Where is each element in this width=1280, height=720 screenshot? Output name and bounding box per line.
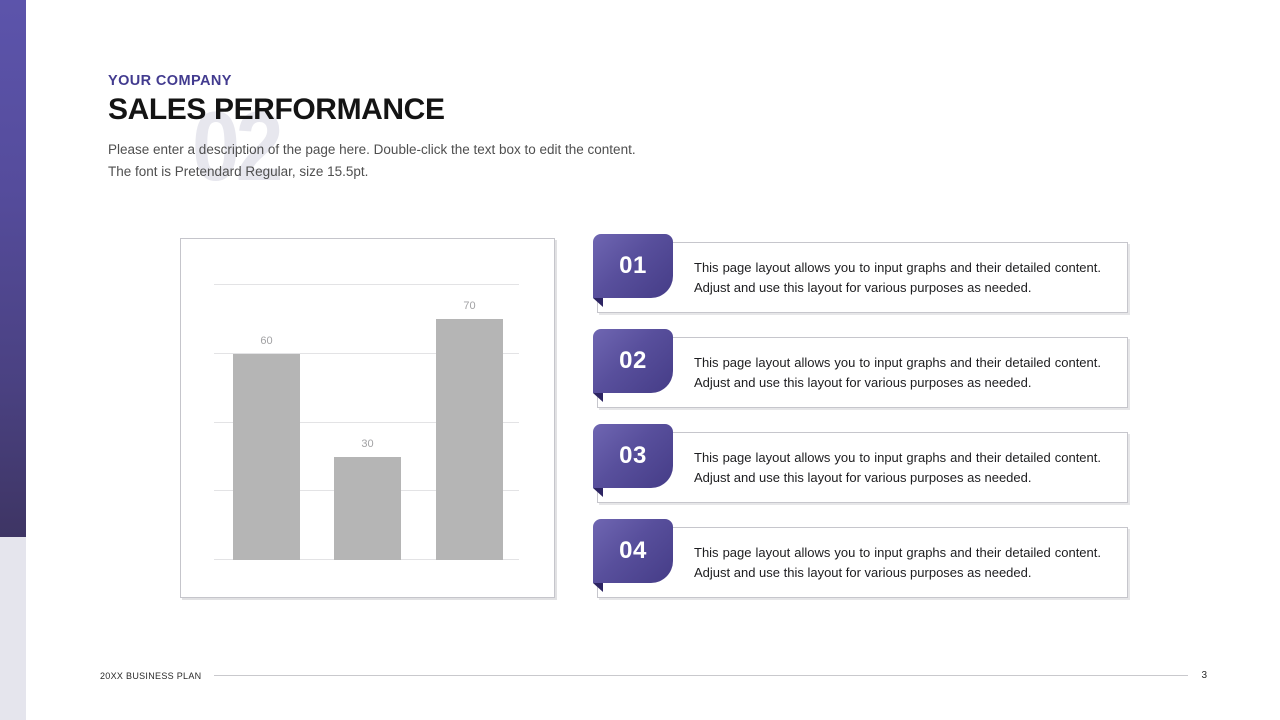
card-number-badge: 04 (593, 519, 673, 583)
section-number-watermark: 02 (192, 91, 284, 201)
bar-chart[interactable]: 60 30 70 (180, 238, 555, 598)
chart-gridline (214, 421, 519, 423)
chart-bar-value-label: 30 (361, 437, 374, 450)
chart-bar-value-label: 70 (463, 300, 476, 313)
card-number-badge: 01 (593, 234, 673, 298)
description-line-2: The font is Pretendard Regular, size 15.… (108, 163, 369, 179)
slide-description[interactable]: Please enter a description of the page h… (108, 139, 636, 182)
footer-label: 20XX BUSINESS PLAN (100, 670, 202, 681)
card-text[interactable]: This page layout allows you to input gra… (694, 260, 1101, 295)
company-label[interactable]: YOUR COMPANY (108, 73, 232, 89)
slide-header: 02 YOUR COMPANY SALES PERFORMANCE Please… (108, 73, 636, 195)
card-text[interactable]: This page layout allows you to input gra… (694, 545, 1101, 580)
left-accent-bar (0, 0, 26, 720)
card-number: 03 (619, 442, 647, 469)
chart-bar (233, 353, 300, 560)
info-card[interactable]: 03 This page layout allows you to input … (593, 424, 1128, 503)
card-number: 02 (619, 347, 647, 374)
card-number-badge: 03 (593, 424, 673, 488)
chart-bar (334, 456, 401, 560)
slide-footer: 20XX BUSINESS PLAN 3 (100, 670, 1207, 681)
chart-gridline (214, 352, 519, 354)
info-card[interactable]: 04 This page layout allows you to input … (593, 519, 1128, 598)
slide-title[interactable]: SALES PERFORMANCE (108, 93, 445, 126)
badge-fold (593, 488, 603, 497)
card-number: 04 (619, 537, 647, 564)
info-card[interactable]: 02 This page layout allows you to input … (593, 329, 1128, 408)
card-text[interactable]: This page layout allows you to input gra… (694, 450, 1101, 485)
badge-fold (593, 583, 603, 592)
cards-list: 01 This page layout allows you to input … (593, 234, 1128, 622)
left-accent-bar-purple (0, 0, 26, 537)
info-card[interactable]: 01 This page layout allows you to input … (593, 234, 1128, 313)
badge-fold (593, 298, 603, 307)
chart-bar (436, 319, 503, 560)
badge-fold (593, 393, 603, 402)
card-number: 01 (619, 252, 647, 279)
chart-bar-value-label: 60 (260, 334, 273, 347)
chart-plot-area: 60 30 70 (214, 284, 519, 560)
left-accent-bar-light (0, 537, 26, 720)
chart-gridline (214, 284, 519, 285)
card-number-badge: 02 (593, 329, 673, 393)
description-line-1: Please enter a description of the page h… (108, 142, 636, 157)
footer-divider (214, 675, 1189, 676)
page-number: 3 (1201, 670, 1207, 681)
card-text[interactable]: This page layout allows you to input gra… (694, 355, 1101, 390)
